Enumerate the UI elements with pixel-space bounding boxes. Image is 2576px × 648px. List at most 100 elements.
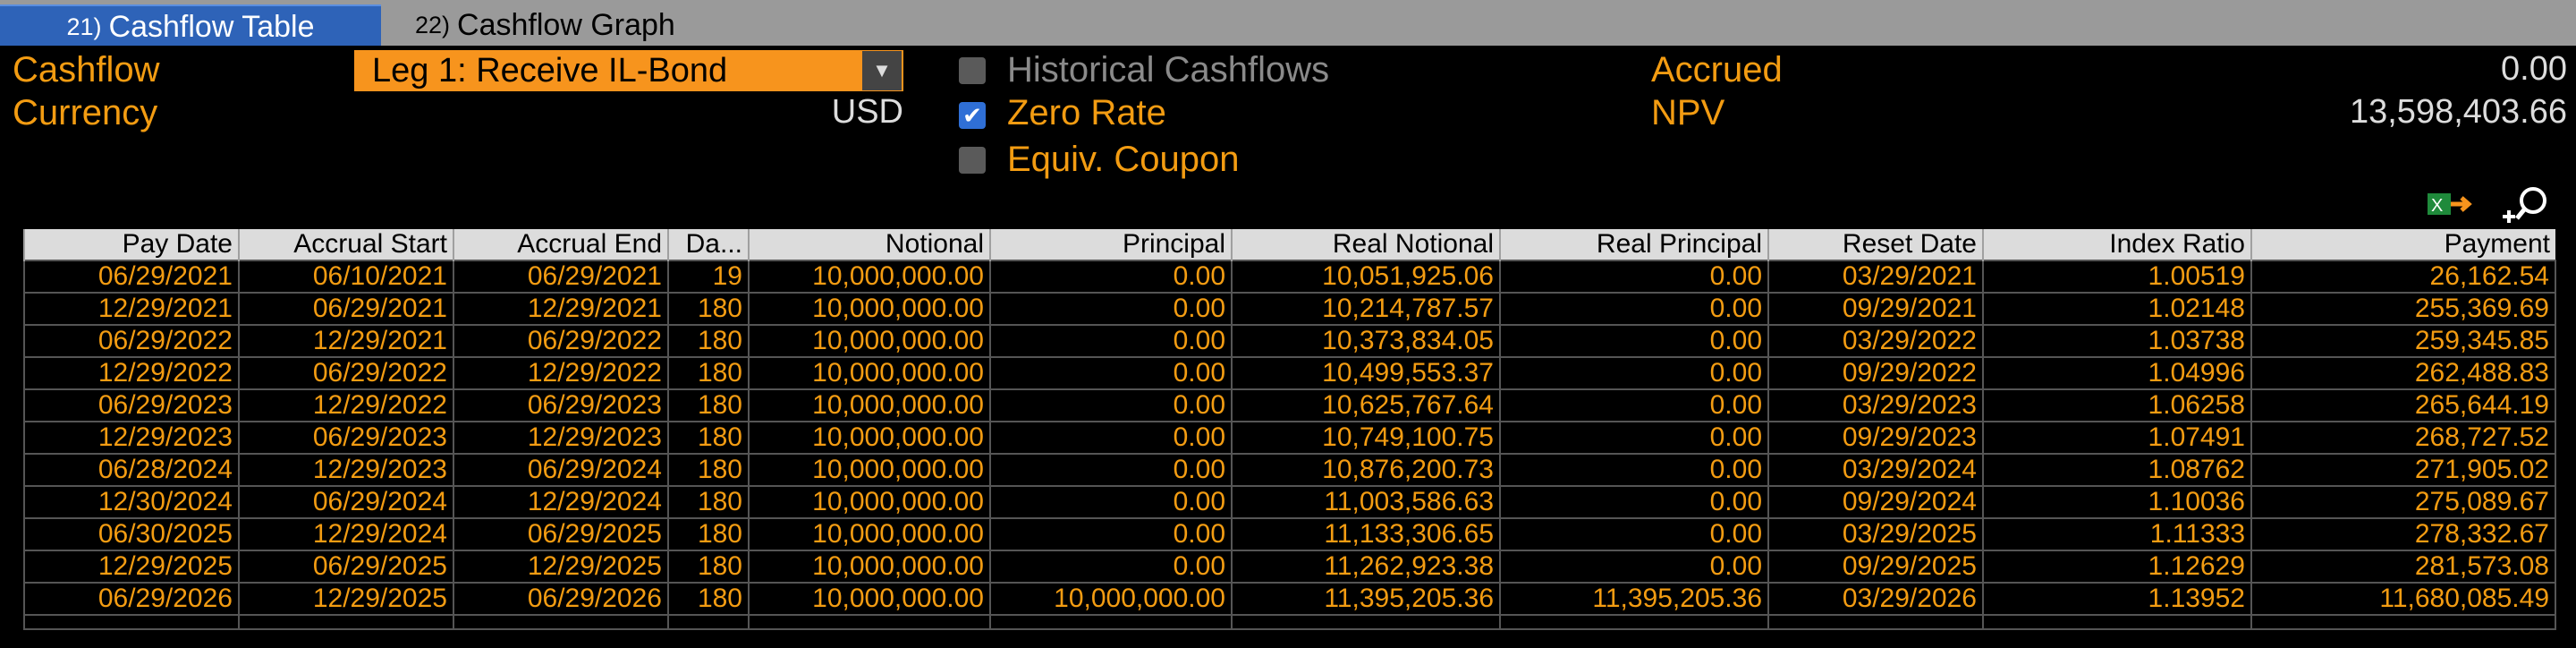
column-header[interactable]: Principal [989,229,1232,260]
table-cell: 11,003,586.63 [1231,485,1501,519]
column-header[interactable]: Pay Date [23,229,239,260]
table-cell: 180 [667,550,750,584]
tab-bar: 21) Cashflow Table 22) Cashflow Graph [0,0,2576,47]
table-cell: 03/29/2021 [1767,260,1984,294]
table-cell: 09/29/2022 [1767,356,1984,390]
table-cell: 12/29/2025 [23,550,240,584]
table-row[interactable]: 12/29/2023 06/29/2023 12/29/2023 180 10,000,… [23,421,2556,455]
table-cell [989,614,1233,630]
table-cell: 1.03738 [1982,324,2252,358]
table-cell: 09/29/2024 [1767,485,1984,519]
table-cell: 275,089.67 [2250,485,2556,519]
table-cell: 0.00 [989,517,1233,551]
table-cell: 19 [667,260,750,294]
table-cell: 03/29/2022 [1767,324,1984,358]
zoom-search-icon[interactable] [2501,183,2555,227]
table-cell: 10,000,000.00 [748,356,991,390]
table-cell: 1.11333 [1982,517,2252,551]
table-cell: 06/29/2022 [238,356,454,390]
accrued-value: 0.00 [2501,50,2567,88]
zero-rate-label: Zero Rate [1007,93,1166,132]
table-cell: 10,000,000.00 [748,292,991,326]
table-row[interactable]: 12/29/2021 06/29/2021 12/29/2021 180 10,000,… [23,292,2556,326]
column-header[interactable]: Reset Date [1767,229,1983,260]
table-cell: 0.00 [1499,260,1769,294]
table-row[interactable]: 06/29/2021 06/10/2021 06/29/2021 19 10,000,0… [23,260,2556,294]
table-row[interactable]: 06/30/2025 12/29/2024 06/29/2025 180 10,000,… [23,517,2556,551]
table-cell: 180 [667,388,750,422]
table-cell: 06/29/2025 [238,550,454,584]
table-cell: 12/29/2024 [238,517,454,551]
table-cell: 0.00 [989,421,1233,455]
chevron-down-icon[interactable]: ▼ [862,51,902,90]
leg-dropdown[interactable]: Leg 1: Receive IL-Bond ▼ [354,50,903,91]
table-cell: 10,214,787.57 [1231,292,1501,326]
column-header[interactable]: Notional [748,229,990,260]
table-cell: 180 [667,356,750,390]
table-cell: 0.00 [1499,421,1769,455]
table-cell: 06/29/2022 [453,324,669,358]
table-cell [453,614,669,630]
table-cell: 06/29/2024 [238,485,454,519]
table-cell: 180 [667,517,750,551]
table-header-row: Pay Date Accrual Start Accrual End Da... Not… [23,229,2555,260]
table-cell: 180 [667,582,750,616]
table-cell: 06/29/2022 [23,324,240,358]
table-cell: 262,488.83 [2250,356,2556,390]
column-header[interactable]: Accrual Start [238,229,453,260]
table-cell: 10,499,553.37 [1231,356,1501,390]
currency-value: USD [831,93,903,131]
table-cell: 180 [667,421,750,455]
table-cell: 10,000,000.00 [748,582,991,616]
tab-number: 22) [415,11,451,38]
equiv-coupon-checkbox[interactable] [959,147,986,174]
table-cell: 12/29/2024 [453,485,669,519]
table-cell: 06/29/2021 [453,260,669,294]
column-header[interactable]: Accrual End [453,229,668,260]
tab-label: Cashflow Graph [457,7,675,42]
tab-cashflow-graph[interactable]: 22) Cashflow Graph [415,4,675,46]
column-header[interactable]: Real Notional [1231,229,1500,260]
table-cell: 259,345.85 [2250,324,2556,358]
table-cell: 0.00 [1499,388,1769,422]
column-header[interactable]: Payment [2250,229,2555,260]
table-cell: 10,000,000.00 [748,517,991,551]
table-cell: 0.00 [1499,356,1769,390]
table-cell: 1.06258 [1982,388,2252,422]
table-cell: 1.10036 [1982,485,2252,519]
svg-text:X: X [2431,196,2443,216]
table-cell: 12/29/2022 [23,356,240,390]
column-header[interactable]: Index Ratio [1982,229,2251,260]
table-cell: 12/29/2025 [238,582,454,616]
table-row[interactable]: 06/29/2026 12/29/2025 06/29/2026 180 10,000,… [23,582,2556,616]
tab-cashflow-table[interactable]: 21) Cashflow Table [0,4,381,47]
table-cell: 0.00 [1499,517,1769,551]
historical-cashflows-checkbox[interactable] [959,57,986,84]
table-row[interactable]: 06/28/2024 12/29/2023 06/29/2024 180 10,000,… [23,453,2556,487]
table-cell: 0.00 [1499,292,1769,326]
table-cell: 0.00 [1499,485,1769,519]
table-cell: 12/29/2023 [453,421,669,455]
table-row[interactable]: 12/29/2025 06/29/2025 12/29/2025 180 10,000,… [23,550,2556,584]
table-row[interactable]: 06/29/2022 12/29/2021 06/29/2022 180 10,000,… [23,324,2556,358]
table-row[interactable]: 06/29/2023 12/29/2022 06/29/2023 180 10,000,… [23,388,2556,422]
excel-export-icon[interactable]: X [2426,188,2474,220]
zero-rate-checkbox[interactable]: ✔ [959,102,986,129]
table-cell: 0.00 [989,550,1233,584]
table-cell [23,614,240,630]
table-cell: 0.00 [989,356,1233,390]
table-cell: 180 [667,324,750,358]
table-cell: 06/29/2026 [453,582,669,616]
table-cell [1767,614,1984,630]
column-header[interactable]: Real Principal [1499,229,1768,260]
tab-divider [0,46,2576,48]
table-cell: 10,000,000.00 [748,260,991,294]
table-cell: 10,000,000.00 [748,324,991,358]
table-row[interactable]: 12/29/2022 06/29/2022 12/29/2022 180 10,000,… [23,356,2556,390]
table-cell: 12/29/2023 [238,453,454,487]
table-cell: 12/30/2024 [23,485,240,519]
table-row[interactable]: 12/30/2024 06/29/2024 12/29/2024 180 10,000,… [23,485,2556,519]
column-header[interactable]: Da... [667,229,749,260]
table-cell: 0.00 [1499,324,1769,358]
table-cell: 12/29/2022 [453,356,669,390]
